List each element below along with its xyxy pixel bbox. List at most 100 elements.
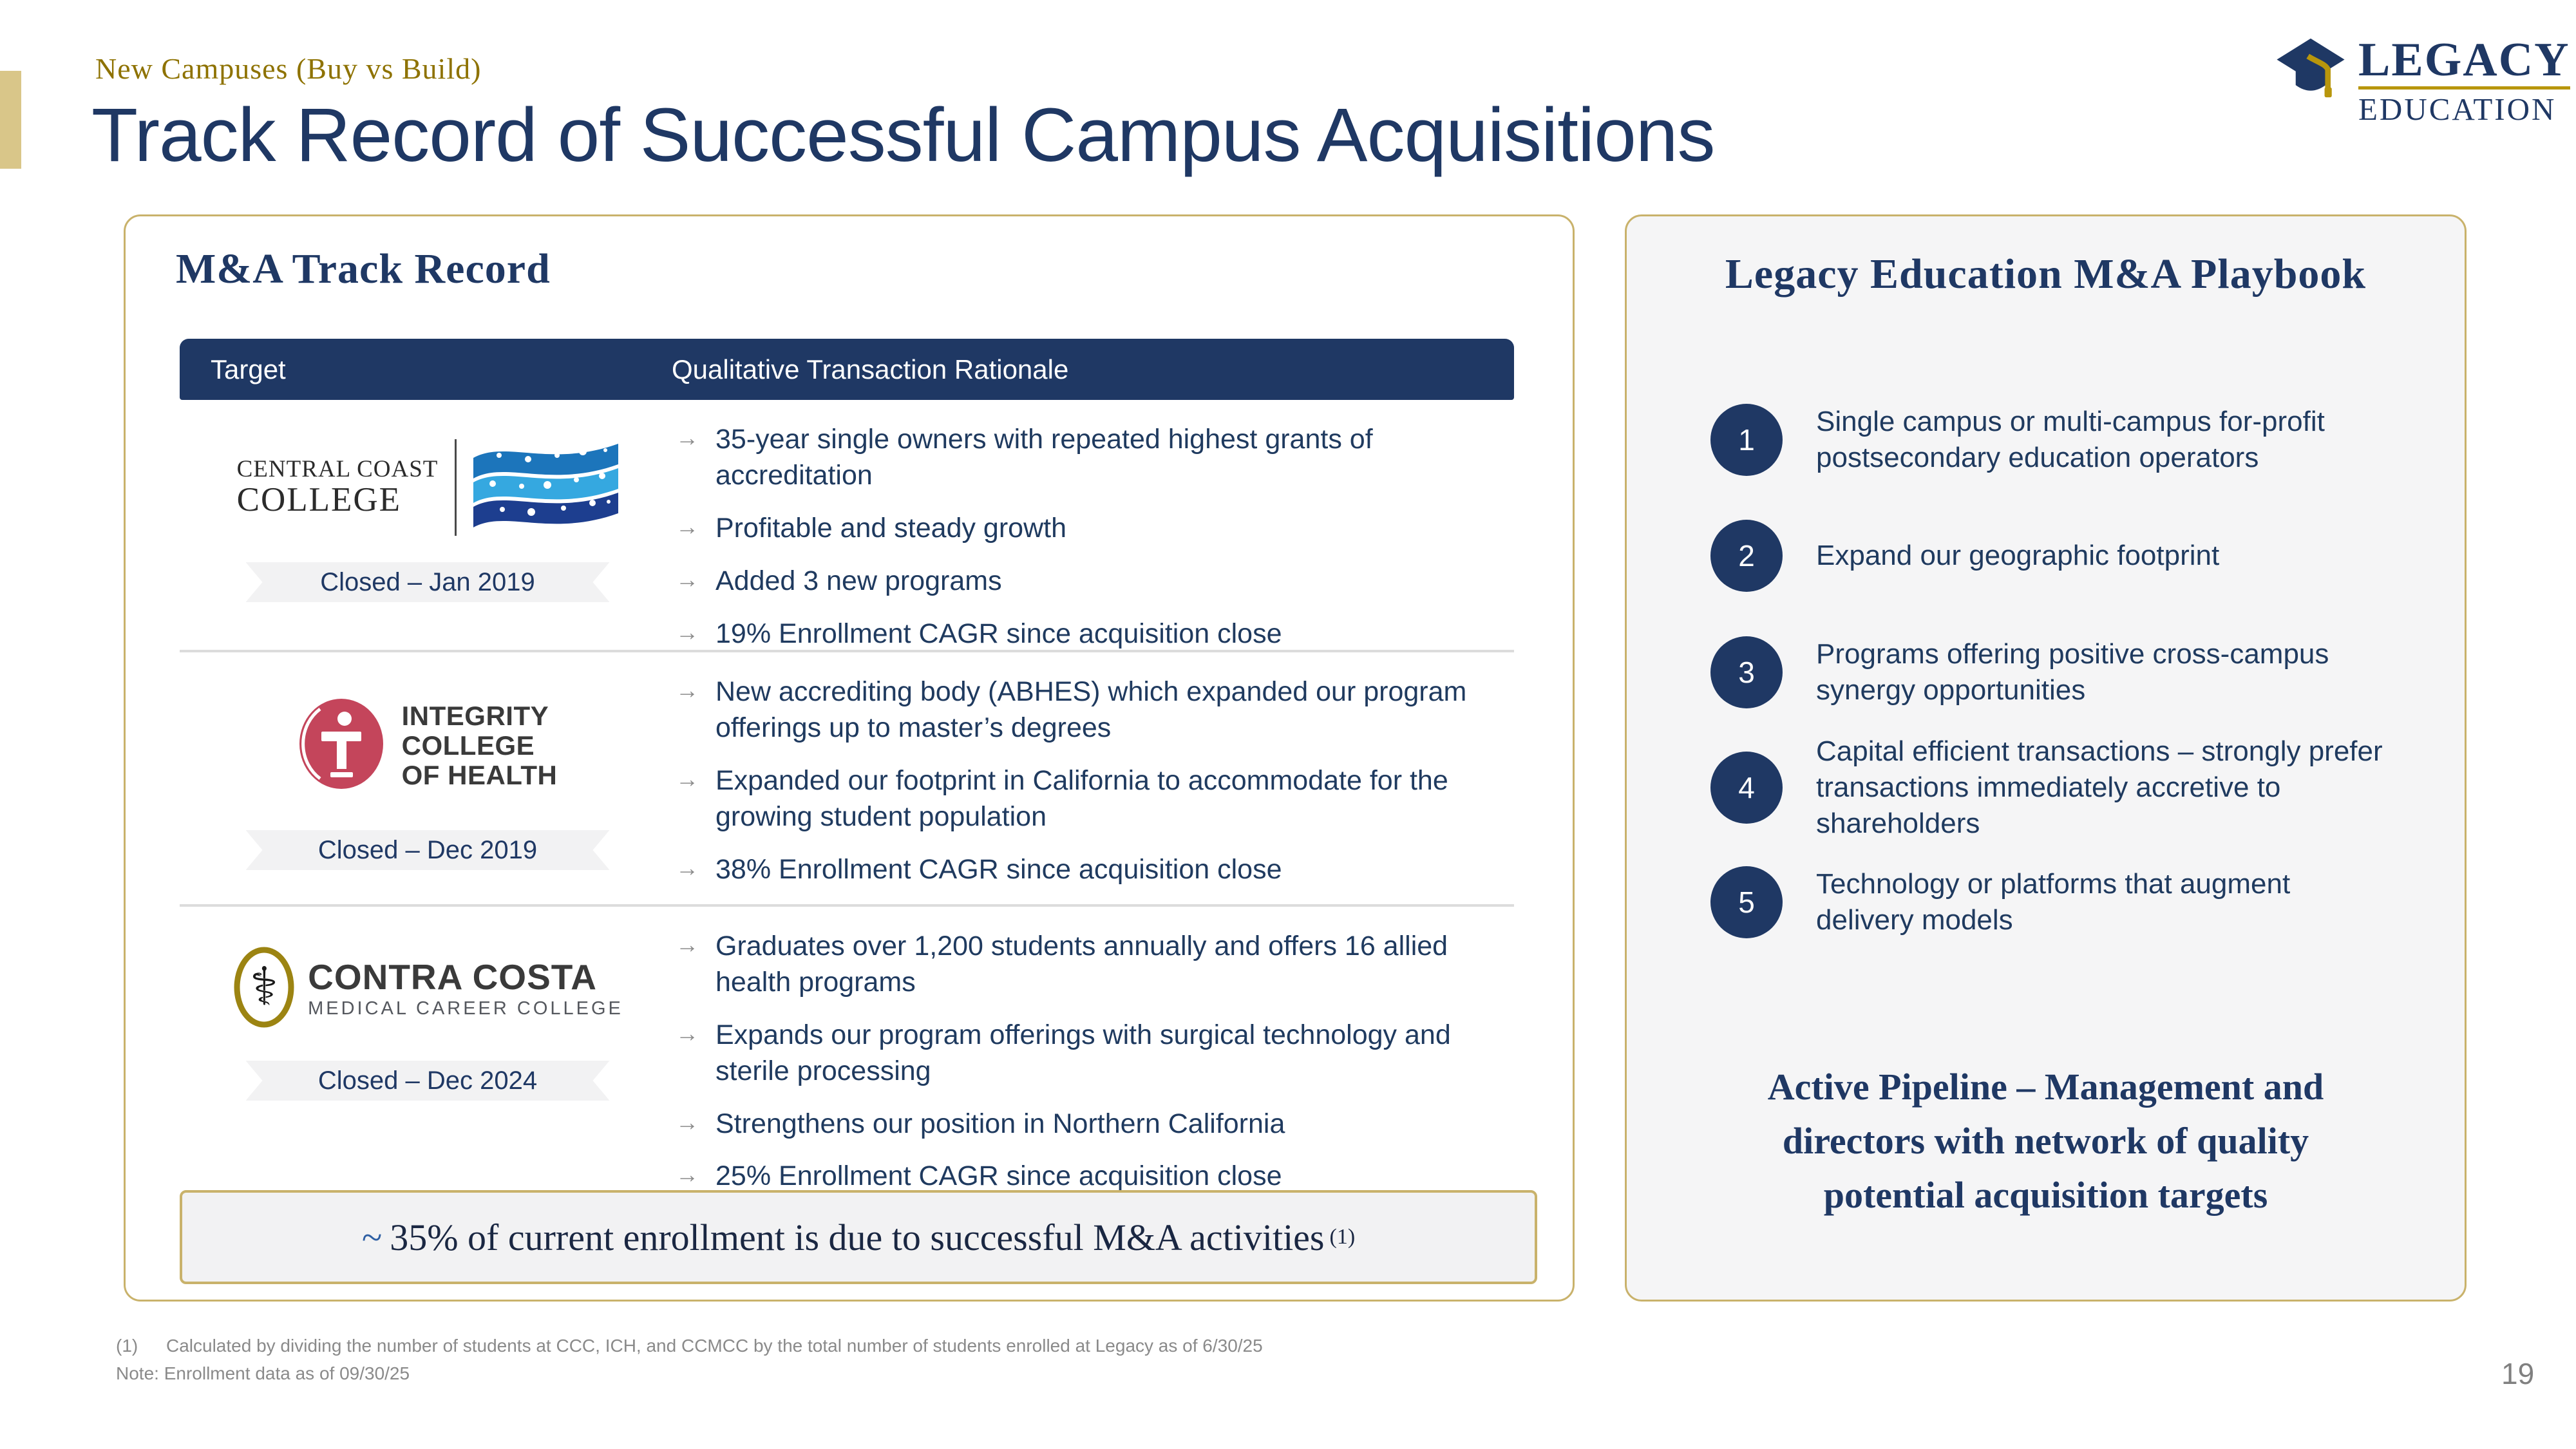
contra-costa-logo: ⚕ CONTRA COSTA MEDICAL CAREER COLLEGE	[232, 945, 623, 1032]
playbook-item-text: Expand our geographic footprint	[1816, 540, 2220, 572]
contra-costa-wordmark: CONTRA COSTA MEDICAL CAREER COLLEGE	[308, 957, 623, 1019]
closed-ribbon: Closed – Dec 2019	[246, 830, 610, 870]
arrow-bullet-icon: →	[676, 1108, 699, 1135]
list-item: → New accrediting body (ABHES) which expa…	[676, 674, 1495, 746]
playbook-item-text: Capital efficient transactions – strongl…	[1816, 735, 2383, 839]
table-row: ⚕ CONTRA COSTA MEDICAL CAREER COLLEGE Cl…	[180, 907, 1514, 1191]
brand-wordmark: LEGACY EDUCATION	[2358, 36, 2570, 125]
footnote-1: (1) Calculated by dividing the number of…	[116, 1332, 1263, 1359]
playbook-item-text: Single campus or multi-campus for-profit…	[1816, 406, 2325, 473]
column-header-target: Target	[211, 354, 286, 384]
highlight-text: 35% of current enrollment is due to succ…	[390, 1216, 1325, 1258]
arrow-bullet-icon: →	[676, 565, 699, 592]
target-cell: ⚕ CONTRA COSTA MEDICAL CAREER COLLEGE Cl…	[180, 907, 676, 1190]
closed-ribbon: Closed – Dec 2024	[246, 1061, 610, 1101]
central-coast-college-wordmark: CENTRAL COAST COLLEGE	[237, 457, 439, 518]
track-record-title: M&A Track Record	[176, 245, 551, 292]
closed-date: Closed – Dec 2024	[317, 1066, 538, 1095]
bullet-text: Expanded our footprint in California to …	[715, 764, 1448, 832]
arrow-bullet-icon: →	[676, 1019, 699, 1046]
gold-accent-bar	[0, 71, 21, 169]
list-item: → Graduates over 1,200 students annually …	[676, 929, 1495, 1001]
step-number-badge: 3	[1710, 636, 1783, 708]
closed-date: Closed – Dec 2019	[317, 835, 538, 864]
playbook-item: 4 Capital efficient transactions – stron…	[1710, 730, 2422, 846]
arrow-bullet-icon: →	[676, 854, 699, 881]
logo-line: INTEGRITY	[401, 700, 549, 731]
target-cell: CENTRAL COAST COLLEGE	[180, 400, 676, 650]
page-number: 19	[2501, 1357, 2535, 1390]
playbook-item: 5 Technology or platforms that augment d…	[1710, 844, 2422, 960]
footnote-reference: (1)	[1329, 1225, 1356, 1249]
active-pipeline-callout: Active Pipeline – Management and directo…	[1672, 1060, 2420, 1222]
ma-playbook-panel: Legacy Education M&A Playbook 1 Single c…	[1625, 214, 2467, 1302]
playbook-item: 1 Single campus or multi-campus for-prof…	[1710, 382, 2422, 498]
step-number-badge: 1	[1710, 404, 1783, 476]
target-cell: INTEGRITY COLLEGE OF HEALTH Closed – Dec…	[180, 652, 676, 904]
rationale-list: → New accrediting body (ABHES) which expa…	[676, 652, 1514, 904]
table-row: INTEGRITY COLLEGE OF HEALTH Closed – Dec…	[180, 652, 1514, 907]
closed-date: Closed – Jan 2019	[320, 567, 535, 596]
bullet-text: Profitable and steady growth	[715, 512, 1066, 544]
list-item: → Expanded our footprint in California to…	[676, 763, 1495, 835]
step-number-badge: 5	[1710, 866, 1783, 938]
footnote-label: (1)	[116, 1336, 138, 1356]
logo-line: COLLEGE	[236, 480, 402, 518]
arrow-bullet-icon: →	[676, 931, 699, 958]
playbook-item-text: Technology or platforms that augment del…	[1816, 868, 2291, 936]
arrow-bullet-icon: →	[676, 765, 699, 792]
slide-kicker: New Campuses (Buy vs Build)	[95, 52, 482, 85]
footnote-note: Note: Enrollment data as of 09/30/25	[116, 1363, 410, 1384]
footnote-text: Calculated by dividing the number of stu…	[166, 1336, 1263, 1356]
step-number-badge: 2	[1710, 520, 1783, 592]
closed-ribbon: Closed – Jan 2019	[246, 562, 610, 602]
logo-line: MEDICAL CAREER COLLEGE	[308, 998, 623, 1019]
arrow-bullet-icon: →	[676, 677, 699, 703]
arrow-bullet-icon: →	[676, 618, 699, 645]
tilde-prefix: ~	[361, 1216, 383, 1258]
brand-name-bottom: EDUCATION	[2358, 91, 2557, 127]
step-number-badge: 4	[1710, 752, 1783, 824]
active-pipeline-text: Active Pipeline – Management and directo…	[1767, 1066, 2324, 1217]
logo-line: CONTRA COSTA	[308, 957, 598, 998]
bullet-text: 19% Enrollment CAGR since acquisition cl…	[715, 618, 1282, 649]
playbook-item-text: Programs offering positive cross-campus …	[1816, 638, 2329, 706]
integrity-t-icon	[298, 697, 385, 794]
list-item: → 25% Enrollment CAGR since acquisition c…	[676, 1159, 1495, 1195]
logo-line: COLLEGE	[401, 730, 535, 761]
footnotes: (1) Calculated by dividing the number of…	[116, 1332, 1263, 1388]
bullet-text: 35-year single owners with repeated high…	[715, 424, 1373, 491]
bullet-text: Graduates over 1,200 students annually a…	[715, 931, 1448, 998]
bullet-text: Strengthens our position in Northern Cal…	[715, 1108, 1285, 1139]
graduation-cap-icon	[2275, 36, 2347, 106]
wavy-flag-icon	[473, 436, 619, 539]
integrity-wordmark: INTEGRITY COLLEGE OF HEALTH	[402, 701, 558, 791]
playbook-title: Legacy Education M&A Playbook	[1725, 251, 2367, 298]
integrity-college-logo: INTEGRITY COLLEGE OF HEALTH	[298, 697, 558, 794]
table-header: Target Qualitative Transaction Rationale	[180, 339, 1514, 400]
bullet-text: Added 3 new programs	[715, 565, 1002, 596]
rationale-list: → 35-year single owners with repeated hig…	[676, 400, 1514, 650]
arrow-bullet-icon: →	[676, 1161, 699, 1188]
playbook-item: 2 Expand our geographic footprint	[1710, 498, 2422, 614]
arrow-bullet-icon: →	[676, 424, 699, 451]
arrow-bullet-icon: →	[676, 513, 699, 540]
page-title: Track Record of Successful Campus Acquis…	[91, 93, 1715, 178]
list-item: → Expands our program offerings with surg…	[676, 1018, 1495, 1090]
legacy-education-logo: LEGACY EDUCATION	[2275, 36, 2570, 125]
ma-track-record-panel: M&A Track Record Target Qualitative Tran…	[124, 214, 1575, 1302]
svg-text:⚕: ⚕	[250, 956, 278, 1018]
bullet-text: New accrediting body (ABHES) which expan…	[715, 676, 1467, 743]
rationale-list: → Graduates over 1,200 students annually …	[676, 907, 1514, 1191]
list-item: → 35-year single owners with repeated hig…	[676, 422, 1495, 494]
list-item: → 38% Enrollment CAGR since acquisition c…	[676, 852, 1495, 888]
playbook-item: 3 Programs offering positive cross-campu…	[1710, 614, 2422, 730]
enrollment-highlight-banner: ~ 35% of current enrollment is due to su…	[180, 1190, 1537, 1284]
central-coast-college-logo: CENTRAL COAST COLLEGE	[237, 436, 619, 539]
logo-line: CENTRAL COAST	[236, 455, 439, 482]
caduceus-icon: ⚕	[232, 945, 296, 1032]
list-item: → 19% Enrollment CAGR since acquisition c…	[676, 616, 1495, 652]
list-item: → Added 3 new programs	[676, 564, 1495, 600]
list-item: → Profitable and steady growth	[676, 511, 1495, 547]
bullet-text: 38% Enrollment CAGR since acquisition cl…	[715, 853, 1282, 885]
